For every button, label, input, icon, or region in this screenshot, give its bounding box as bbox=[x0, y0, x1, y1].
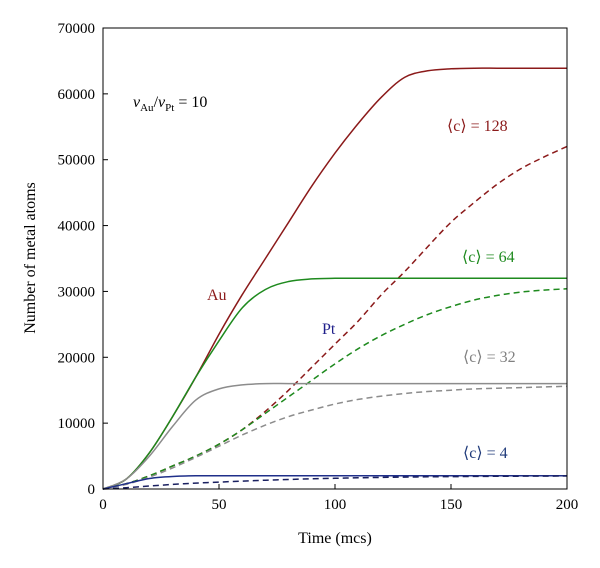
series-line-au-c4 bbox=[102, 475, 567, 490]
annotation-c4: ⟨c⟩ = 4 bbox=[463, 445, 508, 462]
annotation-au: Au bbox=[207, 287, 227, 304]
annotation-c32: ⟨c⟩ = 32 bbox=[463, 349, 516, 366]
x-ticks: 0 50 100 150 200 bbox=[99, 484, 578, 513]
series-line-pt-c4 bbox=[102, 475, 568, 490]
series-line-au-c32 bbox=[102, 382, 567, 490]
y-ticks: 0 10000 20000 30000 40000 50000 60000 70000 bbox=[58, 21, 108, 498]
annotation-c128: ⟨c⟩ = 128 bbox=[447, 118, 508, 135]
series-line-au-c64 bbox=[102, 277, 567, 490]
y-tick-label: 0 bbox=[88, 482, 96, 498]
y-tick-label: 30000 bbox=[58, 284, 96, 300]
x-tick-label: 50 bbox=[212, 497, 227, 513]
annotation-pt: Pt bbox=[322, 321, 336, 338]
y-tick-label: 40000 bbox=[58, 219, 96, 235]
series-line-pt-c128 bbox=[102, 145, 568, 490]
y-tick-label: 70000 bbox=[58, 21, 96, 37]
y-tick-label: 50000 bbox=[58, 153, 96, 169]
y-tick-label: 60000 bbox=[58, 87, 96, 103]
x-tick-label: 150 bbox=[440, 497, 463, 513]
x-tick-label: 0 bbox=[99, 497, 107, 513]
y-tick-label: 10000 bbox=[58, 416, 96, 432]
y-tick-label: 20000 bbox=[58, 350, 96, 366]
plot-lines bbox=[102, 67, 568, 490]
x-tick-label: 200 bbox=[556, 497, 579, 513]
x-axis-label: Time (mcs) bbox=[298, 530, 372, 547]
y-axis-label: Number of metal atoms bbox=[22, 182, 39, 334]
x-tick-label: 100 bbox=[324, 497, 347, 513]
series-line-pt-c64 bbox=[102, 288, 568, 490]
series-line-pt-c32 bbox=[102, 385, 568, 490]
ratio-label: vAu/vPt = 10 bbox=[133, 94, 207, 114]
annotation-c64: ⟨c⟩ = 64 bbox=[462, 249, 515, 266]
